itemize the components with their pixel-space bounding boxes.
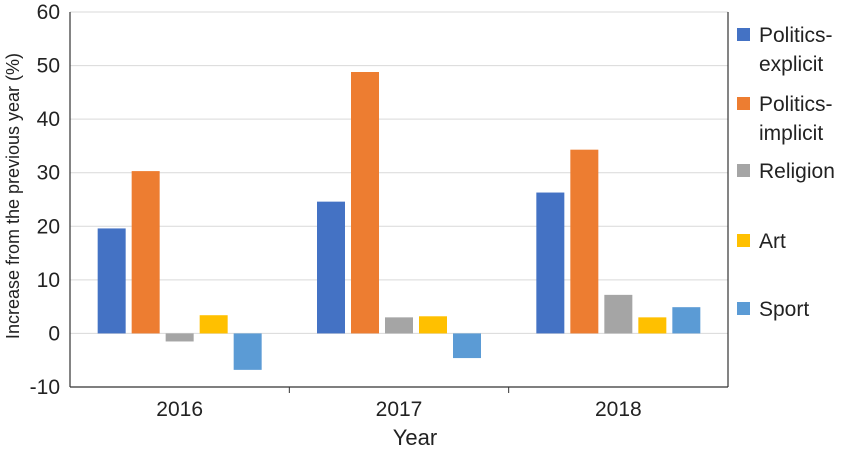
gridlines [70,11,728,334]
y-tick-label: 40 [37,108,60,131]
bar-politics-explicit-2018 [536,192,565,334]
y-tick-label: 50 [37,55,60,78]
legend-label-politics-implicit: Politics- [759,93,833,116]
y-tick-label: 60 [37,1,60,24]
bar-sport-2017 [453,333,481,359]
x-tick-label: 2017 [376,398,423,421]
y-tick-label: 0 [48,322,60,345]
legend-swatch-sport [737,302,750,315]
y-tick-label: -10 [30,376,60,399]
legend-label-politics-implicit: implicit [759,122,823,145]
bar-politics-explicit-2016 [97,228,126,334]
x-tick-label: 2018 [595,398,642,421]
x-axis-title: Year [393,425,437,449]
bar-religion-2018 [604,294,633,334]
legend-label-art: Art [759,230,786,253]
legend-swatch-politics-explicit [737,28,750,41]
legend-label-politics-explicit: Politics- [759,24,833,47]
bar-politics-implicit-2018 [570,149,599,334]
bar-politics-implicit-2017 [351,72,379,334]
bar-sport-2018 [672,307,701,334]
bar-art-2016 [199,315,228,334]
y-tick-label: 20 [37,215,60,238]
y-tick-label: 30 [37,162,60,185]
bar-religion-2017 [385,317,413,334]
legend-label-politics-explicit: explicit [759,53,823,76]
legend: Politics-explicit Politics-implicit Religi… [737,24,835,321]
axes [69,12,729,393]
bar-art-2017 [419,316,447,334]
legend-swatch-religion [737,164,750,177]
legend-swatch-politics-implicit [737,97,750,110]
legend-label-sport: Sport [759,298,809,321]
bar-sport-2016 [233,333,262,370]
bar-religion-2016 [165,333,194,342]
x-tick-labels: 2016 2017 2018 [156,398,641,421]
x-tick-label: 2016 [156,398,203,421]
y-axis-title: Increase from the previous year (%) [3,53,23,339]
y-tick-labels: -10 0 10 20 30 40 50 60 [30,1,60,399]
bar-politics-implicit-2016 [131,171,160,334]
bar-politics-explicit-2017 [317,201,345,334]
bars [97,72,701,370]
legend-label-religion: Religion [759,160,835,183]
y-tick-label: 10 [37,269,60,292]
bar-art-2018 [638,317,667,334]
legend-swatch-art [737,234,750,247]
